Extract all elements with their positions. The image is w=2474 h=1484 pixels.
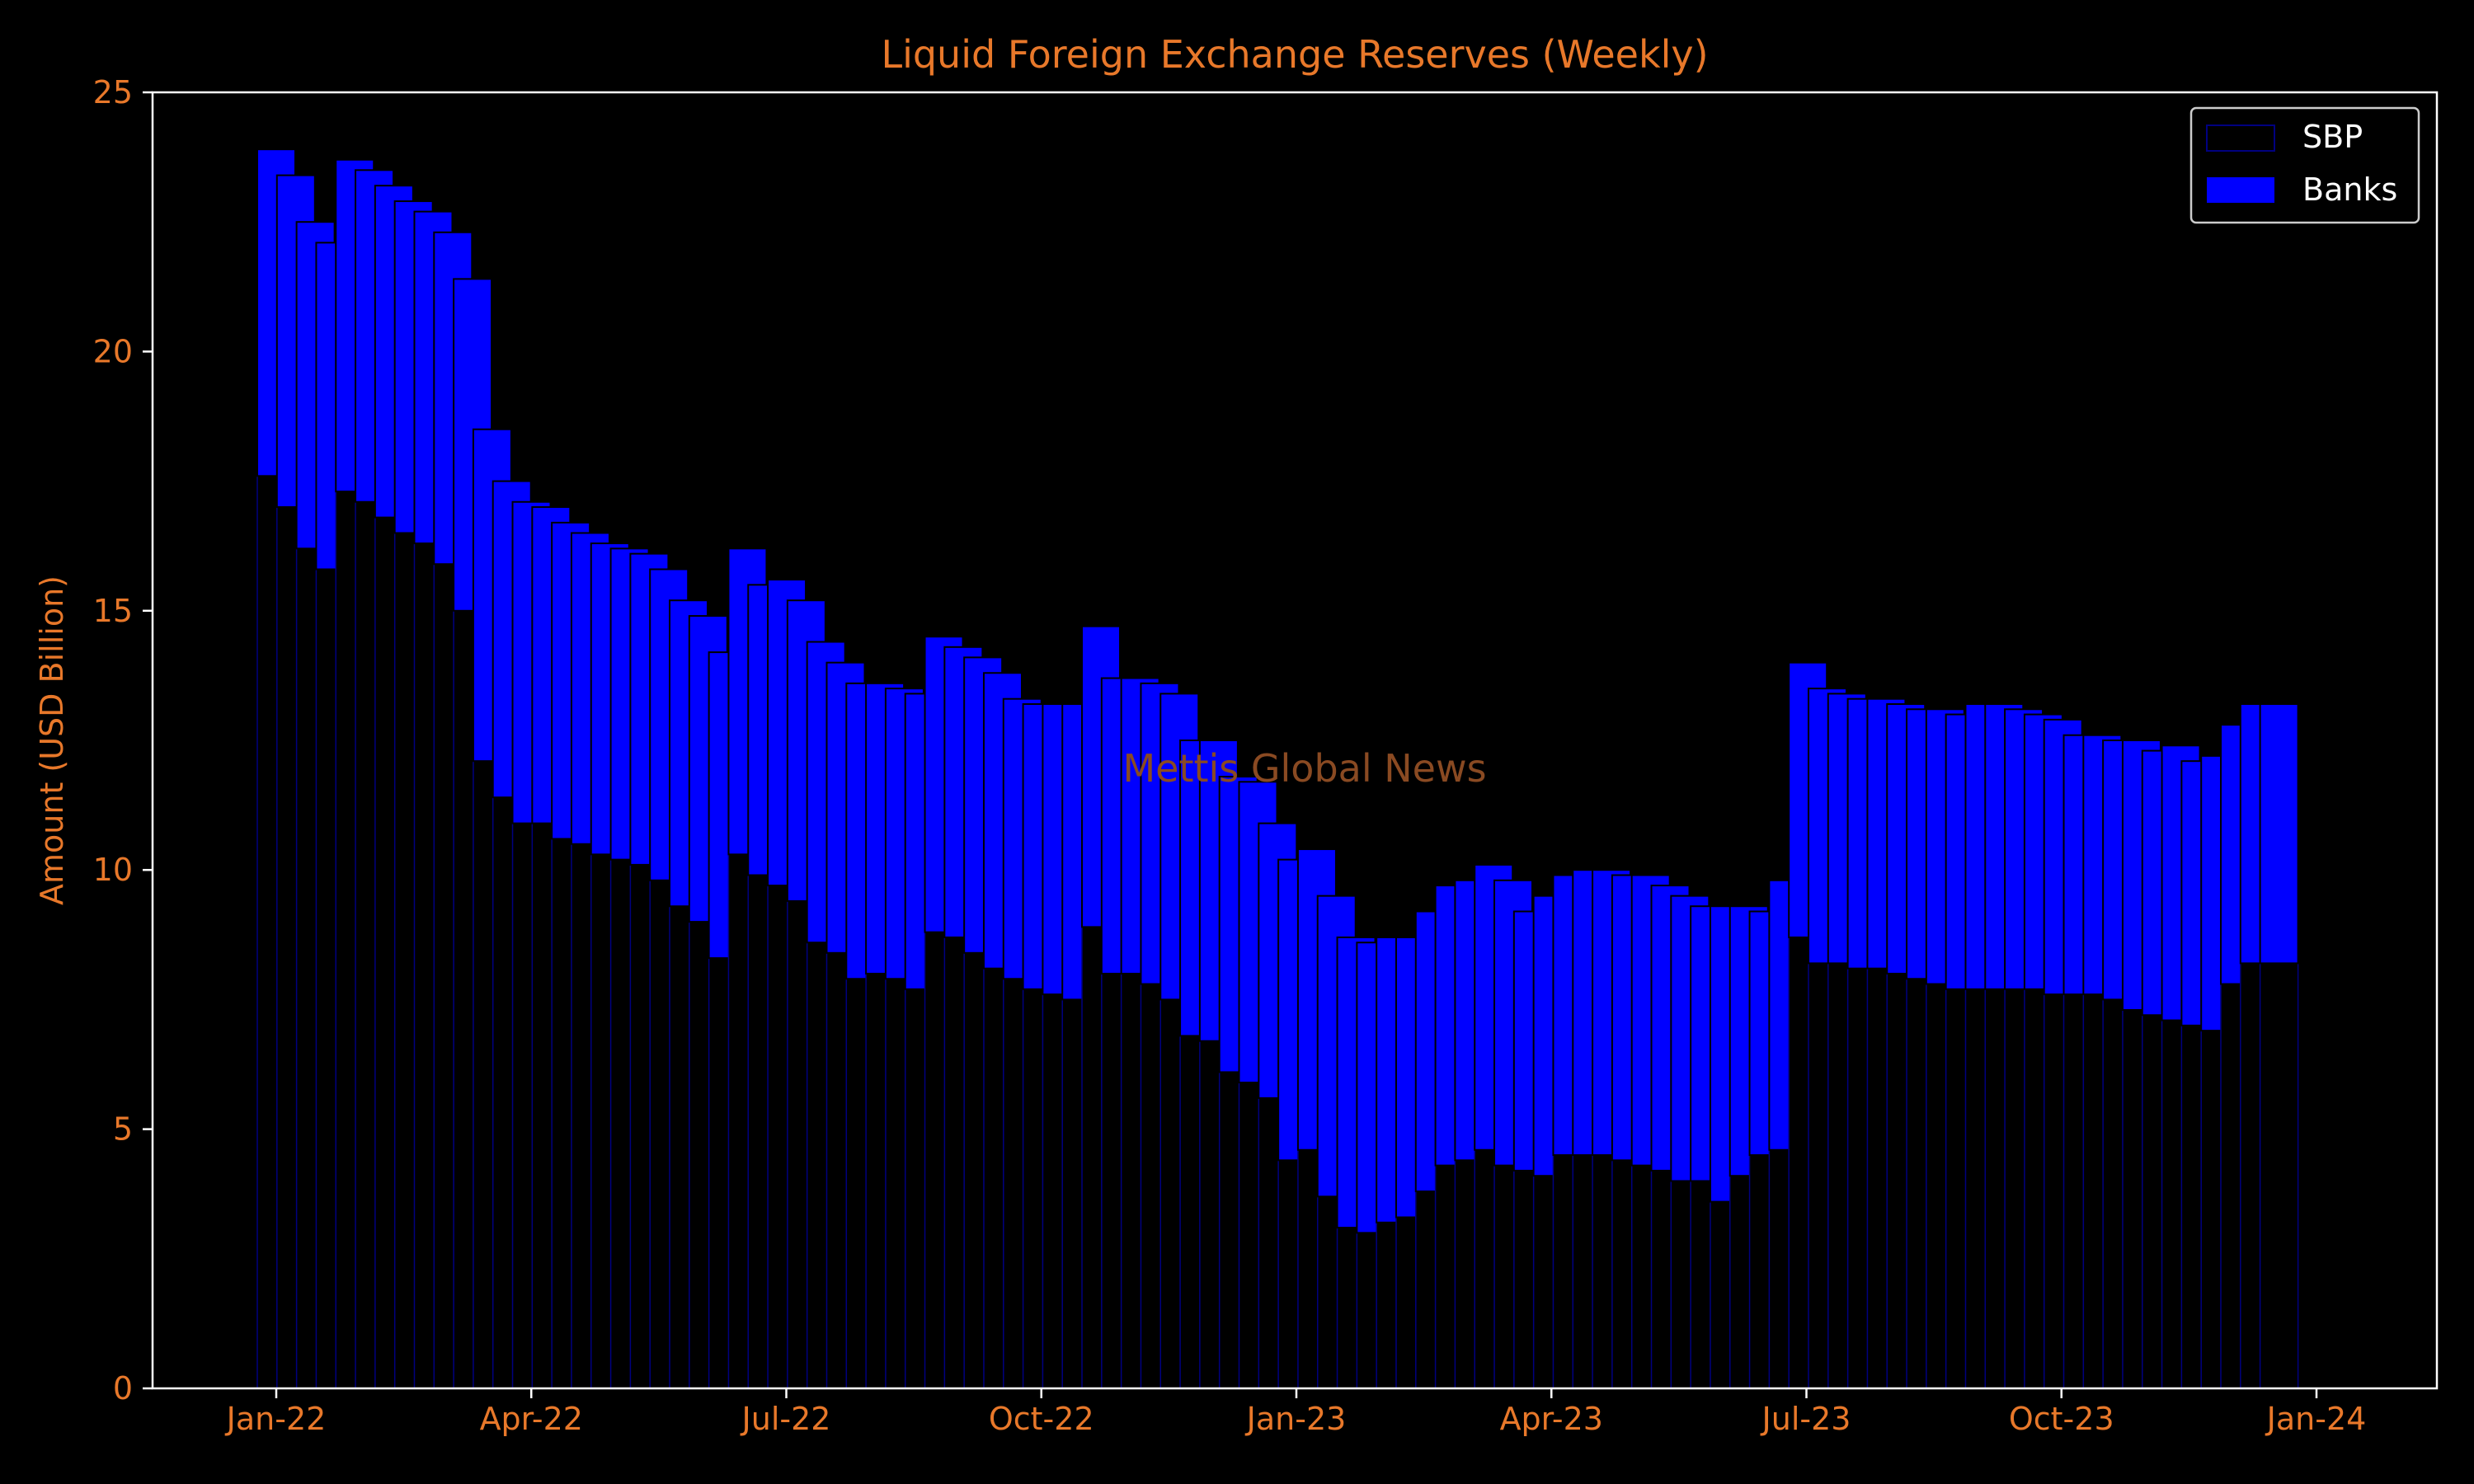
legend-swatch-sbp: [2206, 124, 2275, 152]
legend-swatch-banks: [2207, 177, 2274, 203]
y-tick-label: 0: [113, 1370, 133, 1407]
bars-layer: [256, 148, 2299, 1389]
x-tick-label: Jul-22: [741, 1401, 831, 1437]
y-axis-ticks: 0 5 10 15 20 25: [93, 74, 153, 1407]
x-tick-label: Apr-23: [1500, 1401, 1603, 1437]
watermark-text: Mettis Global News: [1122, 746, 1486, 791]
plot-frame: [151, 91, 2439, 1390]
x-tick-label: Jul-23: [1761, 1401, 1851, 1437]
x-tick-label: Oct-23: [2009, 1401, 2114, 1437]
legend-label-banks: Banks: [2302, 171, 2397, 208]
x-tick-label: Jan-23: [1245, 1401, 1347, 1437]
legend-label-sbp: SBP: [2302, 119, 2363, 155]
x-tick-label: Jan-24: [2265, 1401, 2367, 1437]
chart-title: Liquid Foreign Exchange Reserves (Weekly…: [881, 32, 1708, 77]
y-tick-label: 5: [113, 1111, 133, 1148]
bar-banks: [2259, 702, 2299, 965]
x-tick-label: Jan-22: [225, 1401, 327, 1437]
y-tick-label: 15: [93, 593, 133, 629]
x-tick-label: Apr-22: [480, 1401, 583, 1437]
bar-sbp: [2259, 962, 2299, 1389]
y-axis-label: Amount (USD Billion): [34, 575, 70, 905]
x-axis-ticks: Jan-22 Apr-22 Jul-22 Oct-22 Jan-23 Apr-23 Jul-…: [225, 1388, 2367, 1437]
y-tick-label: 10: [93, 852, 133, 888]
y-tick-label: 25: [93, 74, 133, 110]
y-tick-label: 20: [93, 333, 133, 369]
x-tick-label: Oct-22: [989, 1401, 1094, 1437]
legend: SBP Banks: [2189, 106, 2420, 224]
